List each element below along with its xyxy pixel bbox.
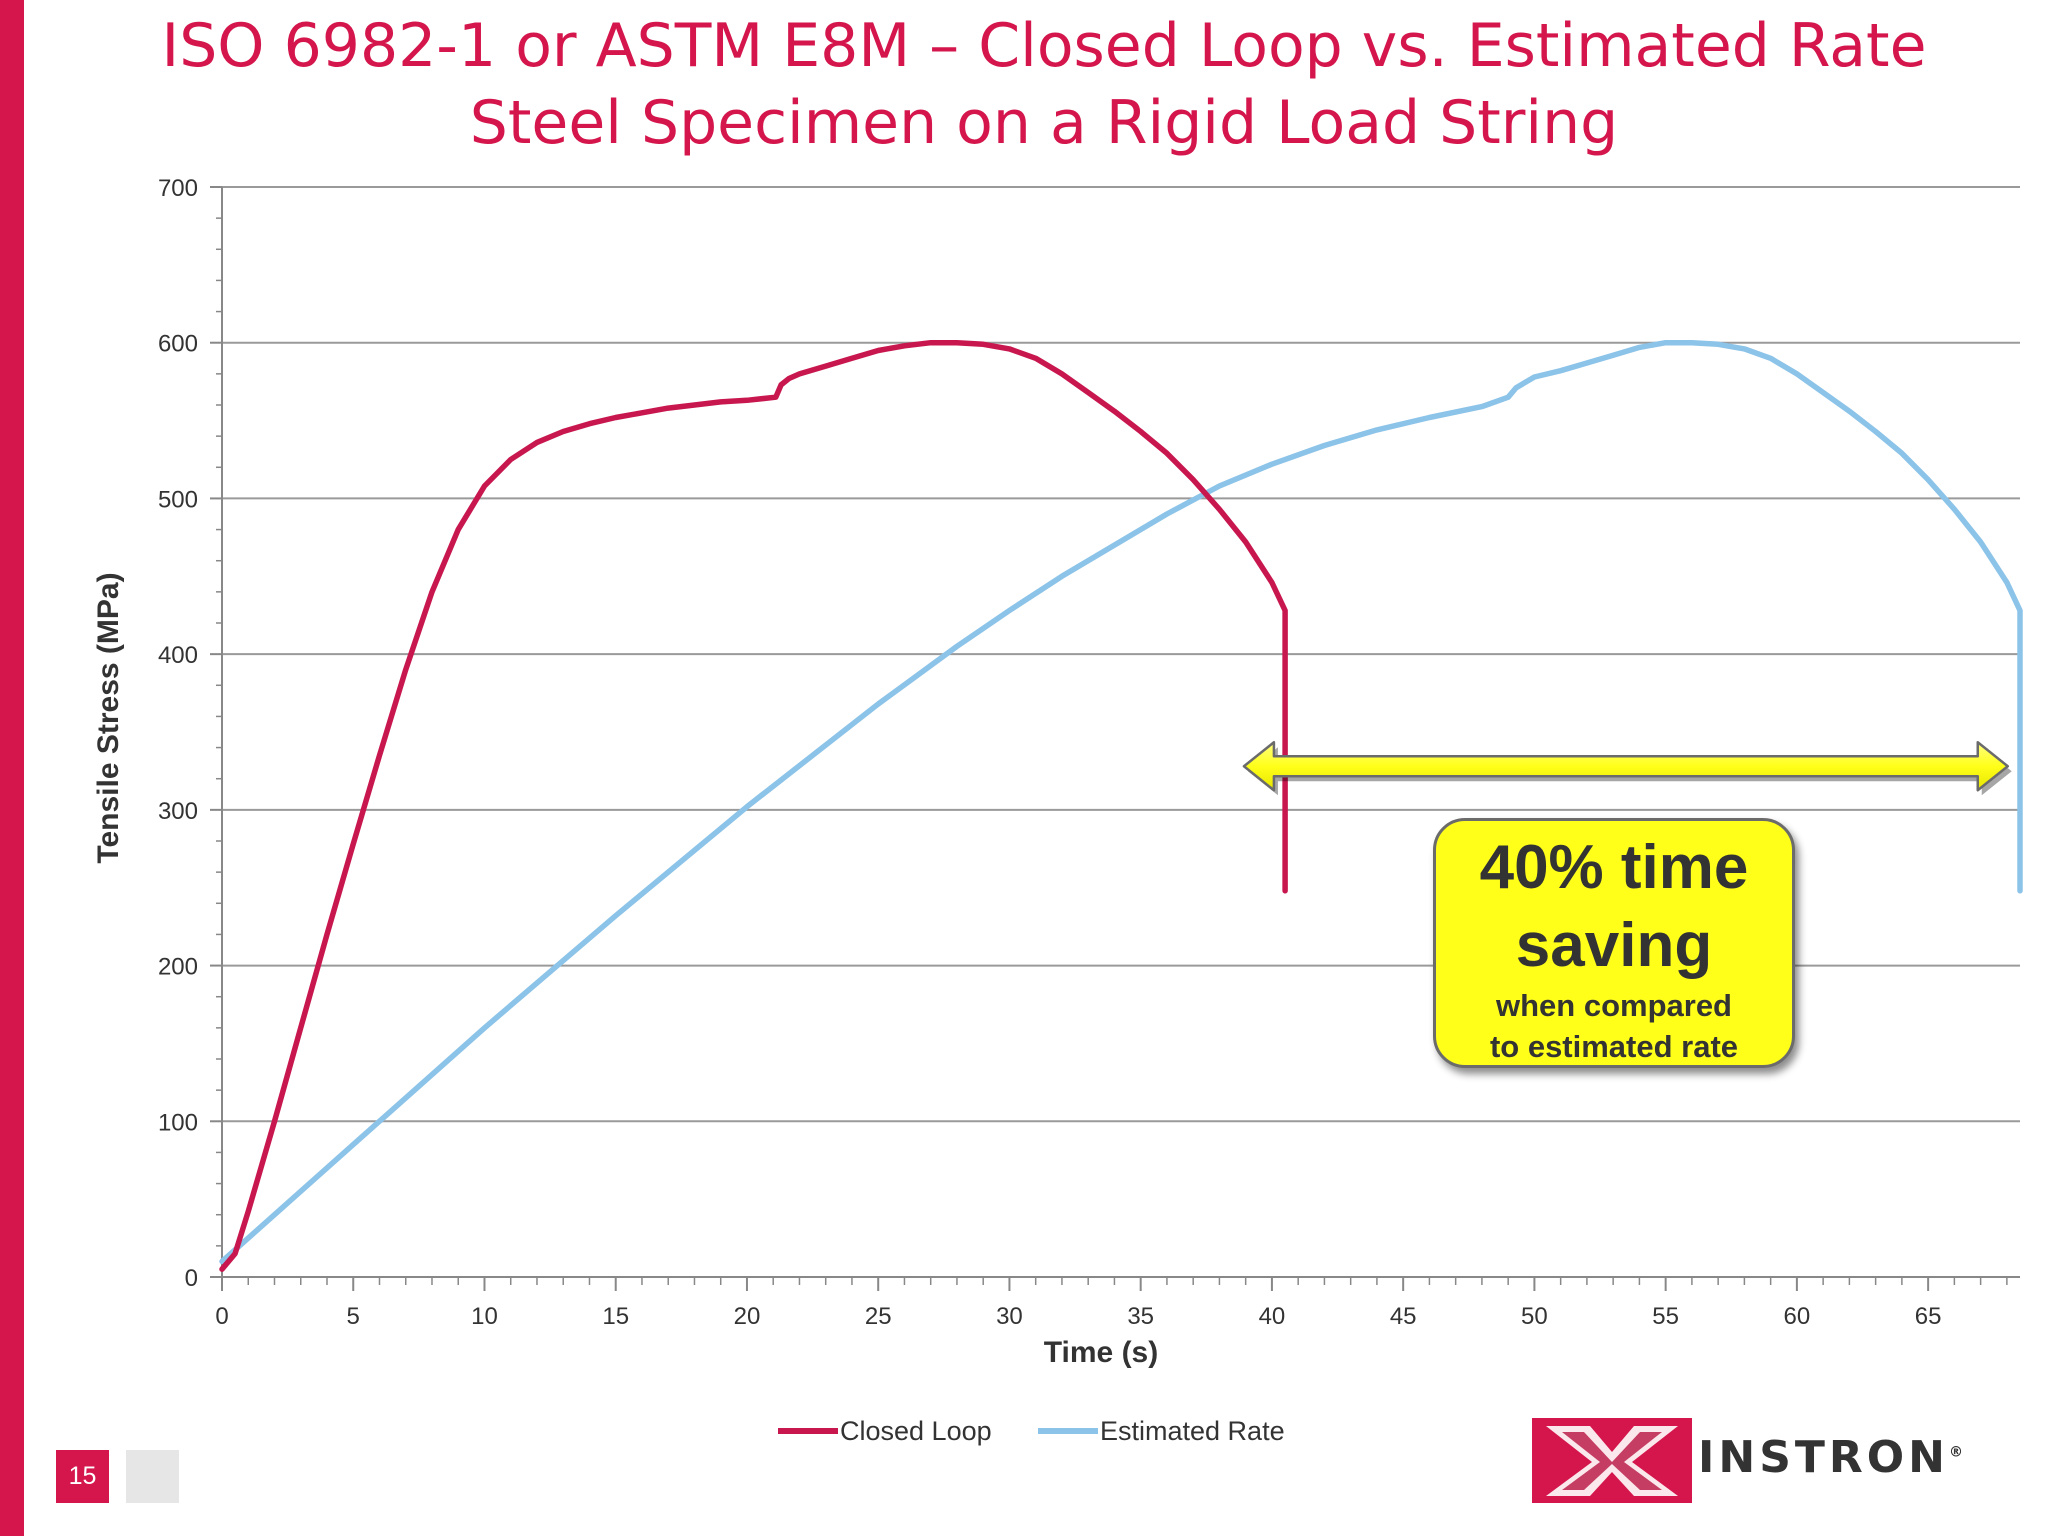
y-tick-label: 200: [158, 954, 198, 981]
y-tick-label: 400: [158, 642, 198, 669]
x-tick-label: 50: [1521, 1303, 1548, 1330]
x-tick-label: 15: [602, 1303, 629, 1330]
callout-subtext-1: when compared: [1496, 988, 1732, 1023]
y-axis-title: Tensile Stress (MPa): [92, 572, 125, 863]
logo-text: INSTRON: [1698, 1432, 1950, 1483]
y-tick-label: 100: [158, 1109, 198, 1136]
logo-wordmark: INSTRON®: [1698, 1432, 1967, 1483]
y-tick-label: 0: [185, 1265, 198, 1292]
legend: Closed Loop Estimated Rate: [778, 1416, 1285, 1446]
title-line-1: ISO 6982-1 or ASTM E8M – Closed Loop vs.…: [161, 11, 1927, 81]
x-tick-label: 20: [734, 1303, 761, 1330]
callout-headline-2: saving: [1515, 911, 1713, 980]
page-number: 15: [56, 1450, 109, 1503]
x-tick-label: 10: [471, 1303, 498, 1330]
time-saving-arrow: [1242, 741, 2012, 796]
series-line-estimated-rate: [219, 339, 2023, 1265]
x-tick-label: 65: [1915, 1303, 1942, 1330]
axes: [221, 187, 2020, 1278]
y-tick-label: 600: [158, 331, 198, 358]
x-tick-label: 40: [1259, 1303, 1286, 1330]
time-saving-callout: 40% time saving when compared to estimat…: [1433, 818, 1795, 1068]
legend-label-closed-loop: Closed Loop: [840, 1416, 992, 1446]
series: [219, 339, 2023, 1272]
logo-registered-mark: ®: [1949, 1444, 1968, 1461]
callout-headline-1: 40% time: [1479, 833, 1749, 902]
slide-title: ISO 6982-1 or ASTM E8M – Closed Loop vs.…: [40, 8, 2048, 162]
page-number-placeholder: [126, 1450, 179, 1503]
x-tick-label: 35: [1127, 1303, 1154, 1330]
x-tick-label: 0: [215, 1303, 228, 1330]
x-tick-label: 45: [1390, 1303, 1417, 1330]
y-tick-label: 300: [158, 798, 198, 825]
y-tick-label: 700: [158, 175, 198, 202]
x-tick-label: 25: [865, 1303, 892, 1330]
x-axis-title: Time (s): [1044, 1336, 1158, 1369]
ticks: [210, 186, 2008, 1291]
legend-label-estimated-rate: Estimated Rate: [1100, 1416, 1285, 1446]
title-line-2: Steel Specimen on a Rigid Load String: [469, 88, 1619, 158]
y-tick-labels: 0 100 200 300 400 500 600 700: [158, 175, 198, 1292]
left-accent-bar: [0, 0, 24, 1536]
series-line-closed-loop: [219, 339, 1288, 1272]
x-tick-label: 55: [1652, 1303, 1679, 1330]
x-tick-labels: 0 5 10 15 20 25 30 35 40 45 50 55 60 65: [215, 1303, 1941, 1330]
x-tick-label: 5: [347, 1303, 360, 1330]
x-tick-label: 30: [996, 1303, 1023, 1330]
x-tick-label: 60: [1784, 1303, 1811, 1330]
callout-subtext-2: to estimated rate: [1489, 1029, 1739, 1064]
double-arrow-icon: [1242, 741, 2009, 792]
instron-logo-icon: [1532, 1418, 1692, 1503]
y-tick-label: 500: [158, 486, 198, 513]
